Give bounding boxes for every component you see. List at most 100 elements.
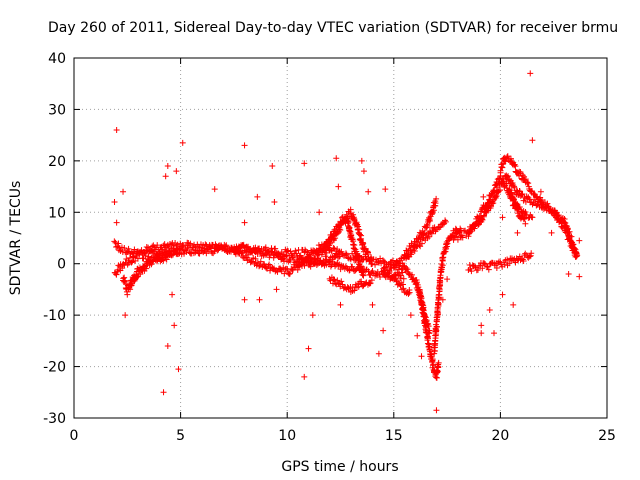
data-point (548, 229, 555, 236)
data-point (360, 240, 367, 247)
data-point (211, 186, 218, 193)
data-point (426, 217, 433, 224)
data-point (344, 214, 351, 221)
y-tick-label: 0 (57, 257, 66, 273)
data-point (159, 246, 166, 253)
data-point (196, 250, 203, 257)
x-tick-label: 0 (70, 428, 79, 444)
data-point (435, 359, 442, 366)
data-point (332, 250, 339, 257)
data-point (490, 187, 497, 194)
data-point (296, 262, 303, 269)
data-point (433, 195, 440, 202)
data-point (476, 215, 483, 222)
data-point (454, 236, 461, 243)
data-point (152, 257, 159, 264)
data-point (364, 251, 371, 258)
data-point (551, 207, 558, 214)
data-point (401, 253, 408, 260)
data-point (576, 273, 583, 280)
data-point (120, 188, 127, 195)
y-tick-label: 10 (48, 205, 66, 221)
data-point (358, 236, 365, 243)
data-point (122, 312, 129, 319)
data-point (505, 177, 512, 184)
data-point (527, 70, 534, 77)
data-point (113, 271, 120, 278)
data-point (125, 260, 132, 267)
data-point (355, 283, 362, 290)
data-point (491, 330, 498, 337)
data-point (335, 183, 342, 190)
chart-title: Day 260 of 2011, Sidereal Day-to-day VTE… (48, 20, 618, 36)
data-point (421, 229, 428, 236)
data-point (338, 248, 345, 255)
data-point (481, 260, 488, 267)
data-point (400, 275, 407, 282)
data-point (411, 247, 418, 254)
data-point (183, 248, 190, 255)
data-point (537, 188, 544, 195)
data-point (514, 229, 521, 236)
data-point (486, 307, 493, 313)
data-point (111, 238, 118, 245)
data-point (335, 223, 342, 230)
data-point (367, 280, 374, 287)
data-point (331, 276, 338, 283)
data-point (296, 262, 303, 269)
data-point (204, 246, 211, 253)
data-point (241, 142, 248, 149)
data-point (336, 253, 343, 260)
data-points (111, 70, 583, 414)
data-point (474, 266, 481, 273)
data-point (335, 254, 342, 261)
data-point (403, 265, 410, 272)
data-point (126, 248, 133, 255)
data-point (330, 276, 337, 283)
data-point (113, 219, 120, 226)
x-tick-label: 25 (598, 428, 616, 444)
data-point (262, 244, 269, 251)
data-point (342, 250, 349, 257)
data-point (237, 247, 244, 254)
data-point (497, 187, 504, 194)
data-point (557, 216, 564, 223)
data-point (133, 273, 140, 280)
data-point (324, 239, 331, 246)
data-point (309, 312, 316, 319)
data-point (426, 233, 433, 240)
data-point (245, 251, 252, 258)
data-point (429, 210, 436, 217)
data-point (490, 188, 497, 195)
data-point (429, 358, 436, 365)
data-point (443, 243, 450, 250)
data-point (360, 272, 367, 279)
data-point (293, 250, 300, 257)
y-tick-label: -20 (43, 360, 66, 376)
data-point (404, 266, 411, 273)
data-point (274, 268, 281, 275)
data-point (202, 241, 209, 248)
data-point (271, 199, 278, 205)
data-point (459, 234, 466, 241)
data-point (490, 200, 497, 207)
data-point (338, 278, 345, 285)
data-point (510, 181, 517, 188)
data-point (566, 234, 573, 241)
data-point (307, 254, 314, 261)
data-point (479, 216, 486, 223)
data-point (499, 164, 506, 171)
data-point (503, 180, 510, 187)
data-point (418, 353, 425, 360)
data-point (369, 301, 376, 308)
y-tick-label: -30 (43, 411, 66, 427)
data-point (241, 219, 248, 226)
data-point (529, 137, 536, 144)
data-point (508, 190, 515, 197)
data-point (160, 389, 167, 396)
data-point (433, 374, 440, 381)
data-point (121, 277, 128, 284)
data-point (444, 276, 451, 283)
x-tick-label: 5 (176, 428, 185, 444)
data-point (201, 245, 208, 252)
